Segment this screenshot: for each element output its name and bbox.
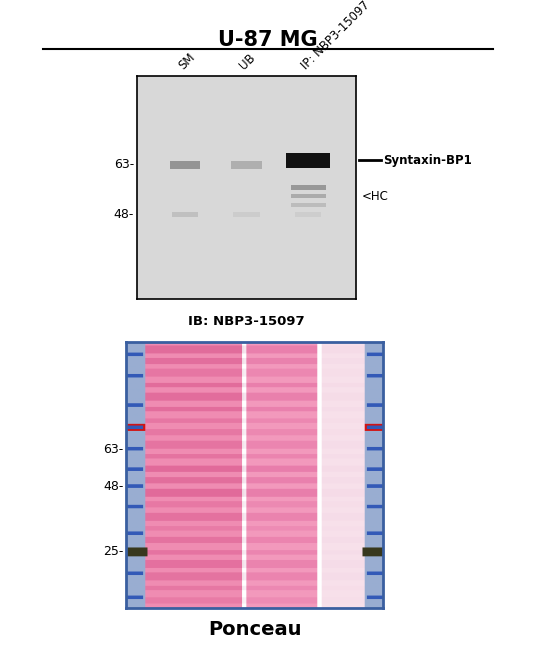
Text: IB: NBP3-15097: IB: NBP3-15097 <box>188 315 305 328</box>
Text: SM: SM <box>176 51 197 72</box>
Text: 48-: 48- <box>103 480 123 493</box>
Bar <box>233 212 260 217</box>
Bar <box>291 204 326 207</box>
Text: 63-: 63- <box>103 443 123 456</box>
Bar <box>172 212 198 217</box>
Bar <box>231 161 262 169</box>
Text: U-87 MG: U-87 MG <box>218 30 318 49</box>
Text: 25-: 25- <box>103 545 123 558</box>
Text: 48-: 48- <box>114 208 134 221</box>
Text: UB: UB <box>237 51 258 72</box>
Bar <box>286 153 330 168</box>
Text: 63-: 63- <box>114 158 134 171</box>
Text: Syntaxin-BP1: Syntaxin-BP1 <box>383 154 472 167</box>
Text: <HC: <HC <box>362 190 389 202</box>
Bar <box>291 194 326 198</box>
Bar <box>295 212 321 217</box>
Bar <box>169 161 200 169</box>
Bar <box>291 185 326 190</box>
Text: Ponceau: Ponceau <box>208 620 301 639</box>
Text: IP: NBP3-15097: IP: NBP3-15097 <box>299 0 373 72</box>
